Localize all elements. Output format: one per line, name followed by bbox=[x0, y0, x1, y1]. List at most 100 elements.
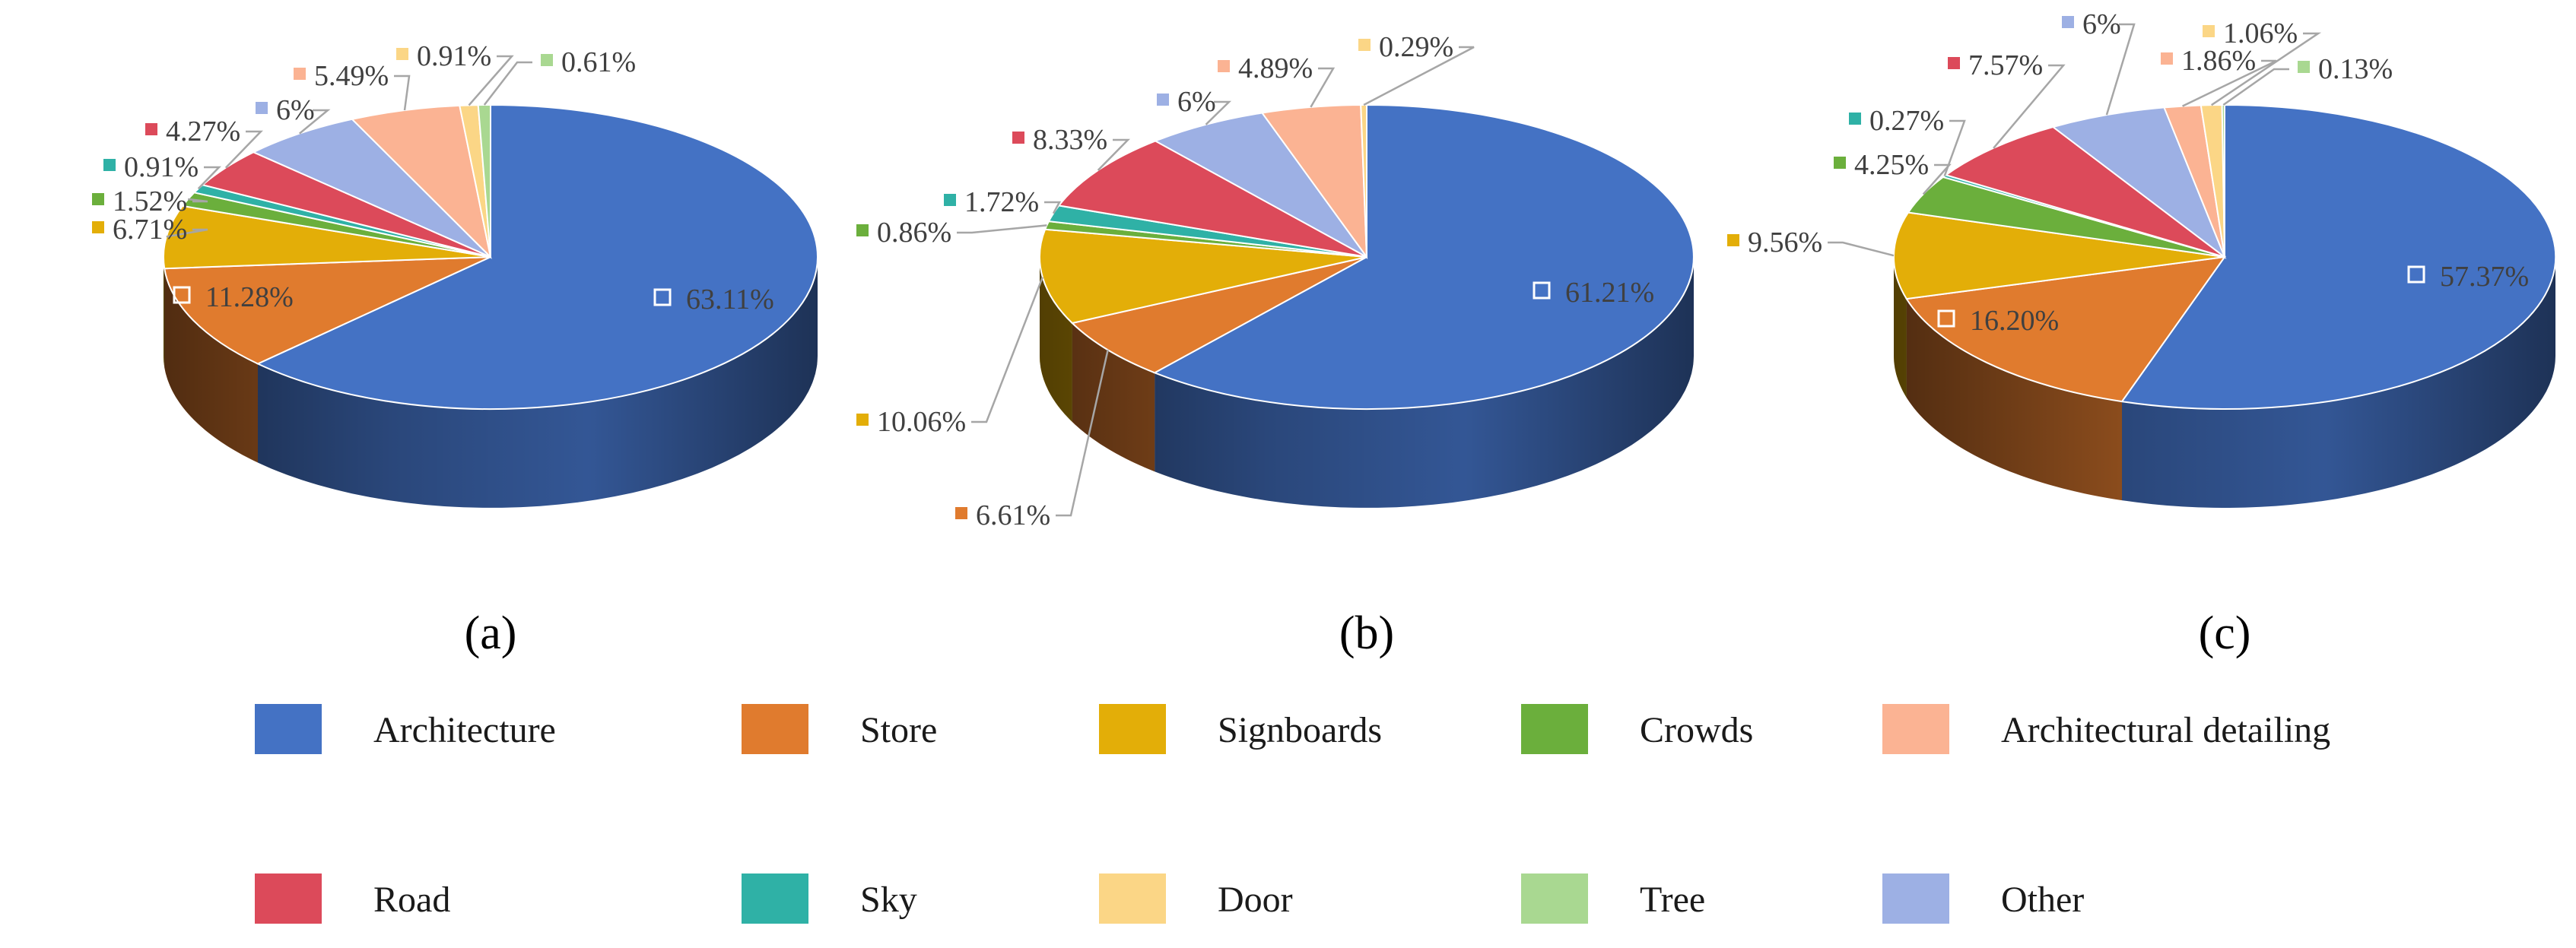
legend-swatch bbox=[1882, 873, 1949, 924]
pie-top bbox=[1892, 103, 2557, 410]
leader-line-road bbox=[1993, 64, 2066, 149]
leader-line-architectural-detailing bbox=[394, 75, 411, 111]
data-label-architecture: 61.21% bbox=[1565, 277, 1654, 309]
caption-a: (a) bbox=[465, 607, 517, 659]
legend-swatch bbox=[1521, 704, 1588, 754]
pie-side-shading bbox=[1894, 257, 2555, 508]
label-marker-road bbox=[1946, 55, 1961, 71]
leader-line-store bbox=[1056, 349, 1109, 517]
label-marker-door bbox=[395, 46, 410, 62]
slice-other bbox=[251, 118, 491, 258]
label-marker-door bbox=[1357, 37, 1372, 52]
data-label-road: 4.27% bbox=[166, 116, 240, 147]
data-label-signboards: 9.56% bbox=[1748, 227, 1822, 258]
leader-line-road bbox=[224, 130, 263, 169]
pie-top bbox=[1039, 103, 1695, 410]
leader-line-other bbox=[2105, 23, 2136, 116]
label-marker-architectural-detailing bbox=[1216, 59, 1231, 74]
label-marker-other bbox=[2060, 14, 2076, 30]
slice-other bbox=[2051, 106, 2227, 259]
label-marker-tree bbox=[2296, 59, 2311, 75]
data-label-crowds: 1.52% bbox=[113, 185, 187, 217]
data-label-architectural-detailing: 5.49% bbox=[314, 60, 389, 92]
slice-signboards bbox=[1892, 211, 2225, 300]
pie-side-shading bbox=[1040, 257, 1694, 508]
legend-item-architecture: Architecture bbox=[255, 704, 556, 754]
leader-line-tree bbox=[2222, 68, 2289, 106]
data-label-crowds: 0.86% bbox=[877, 217, 951, 249]
legend-item-architectural-detailing: Architectural detailing bbox=[1882, 704, 2330, 754]
leader-line-crowds bbox=[188, 198, 208, 203]
legend-swatch bbox=[742, 704, 808, 754]
data-label-other: 6% bbox=[2082, 8, 2121, 40]
legend-label: Road bbox=[373, 880, 450, 920]
slice-store bbox=[164, 256, 491, 365]
slice-architecture bbox=[1152, 103, 1695, 410]
slice-architecture bbox=[256, 103, 819, 410]
leader-line-road bbox=[1097, 138, 1130, 171]
label-marker-architecture bbox=[1533, 281, 1551, 300]
leader-line-signboards bbox=[1828, 241, 1895, 257]
label-marker-road bbox=[1011, 130, 1026, 145]
data-label-other: 6% bbox=[1177, 86, 1216, 118]
leader-line-crowds bbox=[957, 224, 1047, 234]
pie-labels: 57.37% 16.20% 9.56% 4.25% 0.27% 7.57% 6% 1.86%1… bbox=[1726, 8, 2529, 337]
data-label-signboards: 6.71% bbox=[113, 214, 187, 246]
label-marker-architecture bbox=[653, 288, 672, 306]
caption-c: (c) bbox=[2199, 607, 2251, 659]
label-marker-store bbox=[954, 506, 969, 521]
legend-item-other: Other bbox=[1882, 873, 2084, 924]
legend-label: Signboards bbox=[1218, 710, 1382, 750]
pie-side-walls bbox=[1040, 257, 1694, 508]
data-label-store: 6.61% bbox=[976, 499, 1050, 531]
legend-label: Store bbox=[860, 710, 937, 750]
legend-swatch bbox=[1099, 704, 1166, 754]
pie-side-walls bbox=[164, 257, 818, 508]
label-marker-crowds bbox=[1832, 155, 1847, 170]
pie-side-shading bbox=[164, 257, 818, 508]
legend-swatch bbox=[255, 873, 322, 924]
label-marker-door bbox=[2201, 24, 2216, 39]
data-label-store: 11.28% bbox=[205, 281, 294, 313]
slice-architecture bbox=[2120, 103, 2557, 410]
leader-line-sky bbox=[1044, 201, 1062, 214]
slice-store bbox=[1905, 255, 2227, 403]
leader-line-door bbox=[1363, 46, 1475, 106]
legend-swatch bbox=[1099, 873, 1166, 924]
pie-labels: 61.21% 6.61% 10.06% 0.86% 1.72% 8.33% 6% 4.89% 0… bbox=[855, 31, 1654, 531]
legend-label: Architectural detailing bbox=[2001, 710, 2330, 750]
leader-line-door bbox=[2211, 32, 2322, 106]
legend-item-tree: Tree bbox=[1521, 873, 1705, 924]
data-label-door: 0.91% bbox=[417, 40, 491, 72]
data-label-door: 1.06% bbox=[2223, 17, 2298, 49]
label-marker-store bbox=[1937, 309, 1955, 328]
leader-line-sky bbox=[1943, 119, 1966, 177]
legend-label: Door bbox=[1218, 880, 1293, 920]
label-marker-architectural-detailing bbox=[292, 66, 307, 81]
leader-line-tree bbox=[483, 61, 532, 106]
legend-label: Crowds bbox=[1640, 710, 1753, 750]
leader-line-other bbox=[299, 109, 331, 135]
legend-swatch bbox=[1521, 873, 1588, 924]
label-marker-crowds bbox=[91, 192, 106, 207]
legend: Architecture Store Signboards Crowds Archite… bbox=[255, 704, 2330, 924]
legend-item-crowds: Crowds bbox=[1521, 704, 1753, 754]
legend-item-store: Store bbox=[742, 704, 937, 754]
label-marker-store bbox=[173, 286, 191, 304]
legend-swatch bbox=[742, 873, 808, 924]
data-label-sky: 1.72% bbox=[964, 186, 1039, 218]
label-marker-crowds bbox=[855, 223, 870, 238]
leader-line-other bbox=[1205, 100, 1232, 125]
label-marker-architecture bbox=[2407, 265, 2425, 284]
pie-chart-c: 57.37% 16.20% 9.56% 4.25% 0.27% 7.57% 6% 1.86%1… bbox=[1726, 8, 2557, 508]
leader-line-architectural-detailing bbox=[1310, 67, 1336, 108]
data-label-architectural-detailing: 4.89% bbox=[1238, 52, 1313, 84]
slice-architectural-detailing bbox=[350, 104, 492, 260]
label-marker-signboards bbox=[91, 220, 106, 235]
label-marker-signboards bbox=[855, 412, 870, 427]
label-marker-sky bbox=[102, 157, 117, 173]
slice-road bbox=[1057, 140, 1367, 258]
legend-label: Other bbox=[2001, 880, 2084, 920]
legend-label: Sky bbox=[860, 880, 917, 920]
